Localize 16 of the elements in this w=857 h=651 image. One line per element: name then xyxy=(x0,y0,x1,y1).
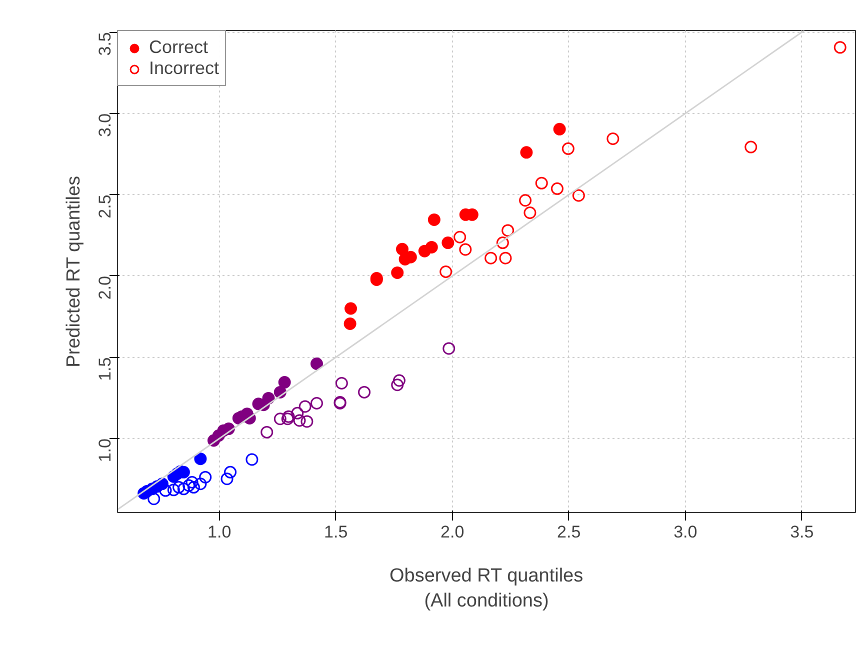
y-tick-label: 1.5 xyxy=(96,357,114,381)
y-tick-label: 3.5 xyxy=(96,32,114,56)
y-axis-title: Predicted RT quantiles xyxy=(64,176,84,368)
x-tick-label: 1.5 xyxy=(324,522,348,542)
y-tick-label: 1.0 xyxy=(96,438,114,462)
y-tick-label: 2.0 xyxy=(96,276,114,300)
y-tick-label: 3.0 xyxy=(96,113,114,138)
legend-label: Correct xyxy=(149,37,208,58)
x-tick-label: 1.0 xyxy=(208,522,232,542)
y-tick-label: 2.5 xyxy=(96,194,114,218)
x-tick-label: 3.5 xyxy=(790,522,814,542)
x-axis-title: Observed RT quantiles (All conditions) xyxy=(390,566,584,612)
x-tick-label: 2.5 xyxy=(557,522,581,542)
legend-label: Incorrect xyxy=(149,58,220,79)
x-tick-label: 2.0 xyxy=(440,522,464,542)
x-tick-label: 3.0 xyxy=(674,522,698,542)
